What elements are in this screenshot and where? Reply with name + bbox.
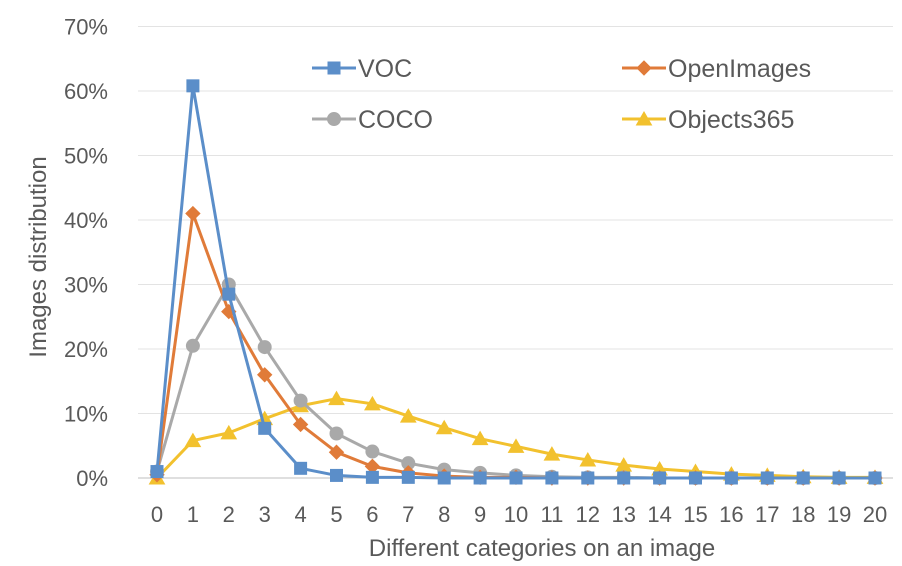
legend-item-voc: VOC — [312, 55, 412, 83]
legend-item-openimages: OpenImages — [622, 55, 811, 83]
x-tick-label: 15 — [683, 502, 707, 527]
x-tick-label: 14 — [647, 502, 671, 527]
x-tick-label: 2 — [223, 502, 235, 527]
data-point-objects365 — [507, 438, 525, 453]
data-point-voc — [258, 421, 272, 435]
data-point-coco — [365, 444, 380, 459]
legend-label-coco: COCO — [358, 106, 433, 134]
y-tick-label: 10% — [64, 402, 108, 427]
data-point-voc — [150, 465, 164, 479]
legend-marker-coco — [327, 112, 341, 126]
x-tick-label: 13 — [611, 502, 635, 527]
legend-item-objects365: Objects365 — [622, 106, 794, 134]
legend-marker-objects365 — [635, 110, 653, 126]
x-tick-label: 8 — [438, 502, 450, 527]
x-tick-label: 11 — [540, 502, 563, 527]
data-point-voc — [653, 471, 667, 485]
series-coco — [150, 277, 882, 485]
x-tick-label: 0 — [151, 502, 163, 527]
legend: VOC OpenImages COCO Objects365 — [312, 55, 811, 134]
legend-item-coco: COCO — [312, 106, 433, 134]
data-point-voc — [617, 471, 631, 485]
x-tick-label: 6 — [366, 502, 378, 527]
data-point-objects365 — [399, 408, 417, 423]
y-axis: 0% 10% 20% 30% 40% 50% 60% 70% — [64, 15, 108, 492]
data-point-voc — [581, 471, 595, 485]
x-tick-label: 9 — [474, 502, 486, 527]
data-point-objects365 — [328, 390, 345, 406]
y-axis-title: Images distribution — [25, 156, 52, 357]
data-point-voc — [365, 470, 379, 484]
x-tick-label: 17 — [755, 502, 779, 527]
x-tick-label: 5 — [330, 502, 342, 527]
data-point-objects365 — [471, 430, 489, 446]
data-point-voc — [724, 471, 738, 485]
gridlines — [138, 26, 893, 479]
y-tick-label: 30% — [64, 273, 108, 298]
x-tick-label: 16 — [719, 502, 743, 527]
legend-label-objects365: Objects365 — [668, 106, 794, 134]
series-layer — [148, 79, 884, 486]
legend-marker-voc — [327, 61, 341, 75]
data-point-objects365 — [435, 419, 453, 435]
x-tick-label: 1 — [187, 502, 199, 527]
y-tick-label: 70% — [64, 15, 108, 40]
data-point-voc — [222, 287, 236, 301]
data-point-openimages — [256, 367, 273, 383]
data-point-coco — [185, 338, 200, 353]
x-tick-label: 7 — [402, 502, 414, 527]
y-tick-label: 40% — [64, 208, 108, 233]
data-point-objects365 — [364, 395, 381, 411]
data-point-coco — [257, 340, 272, 355]
data-point-objects365 — [220, 424, 238, 440]
data-point-objects365 — [543, 446, 561, 461]
legend-marker-openimages — [636, 60, 652, 76]
x-tick-label: 20 — [863, 502, 887, 527]
x-tick-label: 19 — [827, 502, 851, 527]
y-tick-label: 0% — [76, 466, 108, 491]
data-point-voc — [796, 471, 810, 485]
data-point-coco — [293, 393, 308, 408]
data-point-objects365 — [579, 451, 597, 467]
data-point-voc — [760, 471, 774, 485]
x-tick-label: 12 — [576, 502, 600, 527]
data-point-voc — [294, 461, 308, 475]
data-point-voc — [186, 79, 200, 93]
data-point-voc — [509, 471, 523, 485]
x-tick-label: 10 — [504, 502, 528, 527]
data-point-voc — [545, 471, 559, 485]
y-tick-label: 60% — [64, 79, 108, 104]
data-point-voc — [330, 468, 343, 482]
data-point-coco — [329, 426, 344, 441]
y-tick-label: 50% — [64, 144, 108, 169]
data-point-objects365 — [184, 432, 202, 448]
data-point-voc — [689, 471, 702, 485]
x-tick-label: 4 — [294, 502, 306, 527]
legend-label-voc: VOC — [358, 55, 412, 83]
legend-label-openimages: OpenImages — [668, 55, 811, 83]
series-voc — [150, 79, 882, 485]
data-point-openimages — [185, 205, 201, 222]
y-tick-label: 20% — [64, 337, 108, 362]
data-point-voc — [473, 471, 487, 485]
series-line-objects365 — [155, 397, 875, 480]
data-point-voc — [437, 471, 451, 485]
data-point-voc — [401, 470, 415, 484]
x-axis: 0 1 2 3 4 5 6 7 8 9 10 11 12 13 14 15 16 17 18 19 20 — [151, 502, 887, 527]
data-point-openimages — [328, 444, 345, 460]
x-tick-label: 3 — [259, 502, 271, 527]
data-point-voc — [868, 471, 882, 485]
x-tick-label: 18 — [791, 502, 815, 527]
data-point-voc — [832, 471, 846, 485]
x-axis-title: Different categories on an image — [369, 535, 715, 562]
data-point-openimages — [292, 416, 309, 433]
